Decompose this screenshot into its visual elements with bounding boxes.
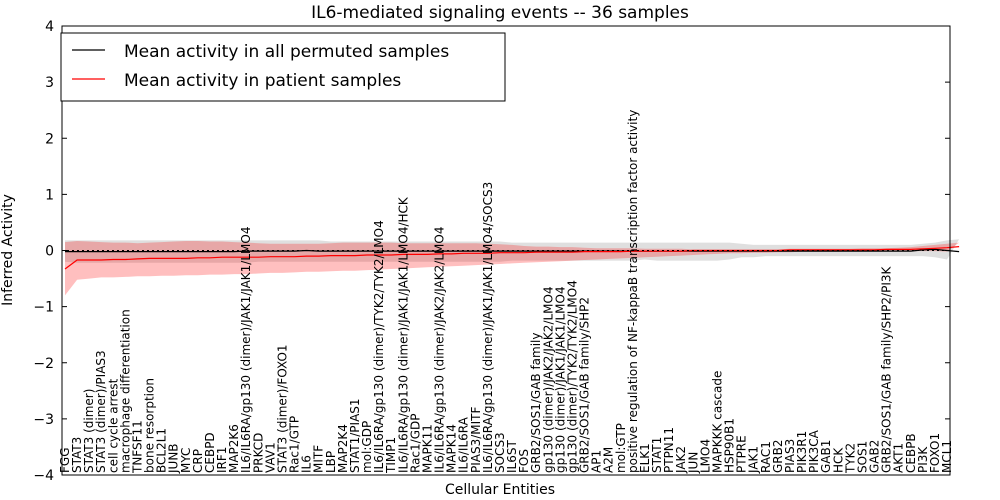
x-tick-label: Rac1/GDP <box>408 414 422 473</box>
y-tick-label: 4 <box>45 19 54 35</box>
x-tick-label: RAC1 <box>759 441 773 473</box>
x-tick-label: IL6/IL6RA/gp130 (dimer)/JAK1/JAK1/LMO4/H… <box>396 196 410 473</box>
x-tick-label: BCL2L1 <box>155 428 169 473</box>
legend-box <box>60 32 506 102</box>
x-tick-label: bone resorption <box>143 378 157 473</box>
x-tick-label: mol:GTP <box>614 423 628 473</box>
x-tick-label: JUN <box>686 452 700 474</box>
x-tick-label: IL6ST <box>505 440 519 473</box>
legend-label-patient: Mean activity in patient samples <box>124 71 401 91</box>
x-tick-label: GAB2 <box>868 440 882 473</box>
x-tick-label: HCK <box>831 447 845 473</box>
x-tick-label: IL6/IL6RA <box>457 416 471 473</box>
x-tick-label: AP1 <box>590 450 604 473</box>
series-line-permuted <box>65 248 960 253</box>
x-tick-label: gp130 (dimer)/JAK1/JAK1/LMO4 <box>553 286 567 473</box>
plot-frame <box>61 25 951 476</box>
series-line-patient <box>64 246 960 270</box>
x-tick-label: PI3K <box>916 446 930 473</box>
x-tick-label: LMO4 <box>698 439 712 473</box>
y-tick-label: 0 <box>45 244 54 260</box>
x-tick-label: GRB2/SOS1/GAB family/SHP2 <box>578 297 592 473</box>
x-tick-label: STAT3 (dimer)/PIAS3 <box>94 350 108 473</box>
chart-title: IL6-mediated signaling events -- 36 samp… <box>311 3 689 23</box>
x-tick-label: FOS <box>517 449 531 473</box>
y-tick-label: −2 <box>33 356 54 372</box>
x-tick-label: JUNB <box>167 443 181 474</box>
x-tick-label: PTPN11 <box>662 427 676 473</box>
x-tick-label: STAT3 (dimer) <box>82 389 96 473</box>
x-tick-label: PIAS3/MITF <box>469 406 483 473</box>
x-tick-label: IRF1 <box>215 447 229 473</box>
x-tick-label: IL6/IL6RA/gp130 (dimer)/JAK1/JAK1/LMO4/S… <box>481 182 495 473</box>
legend: Mean activity in all permuted samples Me… <box>60 32 506 102</box>
x-tick-label: PRKCD <box>251 433 265 473</box>
x-tick-label: SOS1 <box>855 441 869 473</box>
x-tick-label: STAT1/PIAS1 <box>348 398 362 473</box>
x-tick-label: MAPKKK cascade <box>710 371 724 473</box>
x-tick-label: STAT3 <box>70 437 84 473</box>
y-tick-label: 2 <box>45 131 54 147</box>
y-tick-label: −3 <box>33 412 54 428</box>
lines-layer <box>64 246 960 270</box>
x-tick-label: A2M <box>602 447 616 473</box>
y-axis-label: Inferred Activity <box>0 194 16 306</box>
x-tick-label: GRB2 <box>771 439 785 473</box>
x-tick-label: VAV1 <box>263 442 277 473</box>
x-tick-label: JAK1 <box>747 446 761 474</box>
x-tick-label: MAPK11 <box>421 424 435 473</box>
x-tick-label: AKT1 <box>892 443 906 473</box>
x-tick-label: IL6/IL6RA/gp130 (dimer)/JAK2/JAK2/LMO4 <box>433 227 447 473</box>
x-tick-label: CEBPD <box>203 432 217 473</box>
x-tick-label: GAB1 <box>819 440 833 473</box>
x-tick-label: GRB2/SOS1/GAB family/SHP2/PI3K <box>880 265 894 473</box>
x-tick-label: Rac1/GTP <box>288 416 302 473</box>
y-tick-label: −1 <box>33 300 54 316</box>
x-tick-label: macrophage differentiation <box>118 309 132 473</box>
x-tick-label: MAP2K6 <box>227 424 241 473</box>
y-tick-label: 3 <box>45 75 54 91</box>
x-tick-label: JAK2 <box>674 446 688 474</box>
y-tick-label: 1 <box>45 187 54 203</box>
x-tick-label: IL6 <box>300 455 314 473</box>
band-patient <box>65 241 960 296</box>
x-tick-label: PIK3R1 <box>795 431 809 473</box>
x-tick-label: IL6/IL6RA/gp130 (dimer)/JAK1/JAK1/LMO4 <box>239 227 253 473</box>
y-tick-label: −4 <box>33 468 54 484</box>
x-tick-label: SOCS3 <box>493 432 507 473</box>
x-tick-label: STAT1 <box>650 437 664 473</box>
x-tick-label: FOXO1 <box>928 433 942 473</box>
x-tick-label: IL6/IL6RA/gp130 (dimer)/TYK2/TYK2/LMO4 <box>372 220 386 473</box>
x-tick-label: HSP90B1 <box>723 418 737 473</box>
x-tick-label: TIMP1 <box>384 437 398 474</box>
x-tick-label: positive regulation of NF-kappaB transcr… <box>626 110 640 473</box>
x-tick-label: mol:GDP <box>360 421 374 473</box>
x-tick-label: PTPRE <box>735 435 749 473</box>
x-tick-label: CRP <box>191 449 205 473</box>
x-tick-label: cell cycle arrest <box>106 378 120 473</box>
x-tick-label: gp130 (dimer)/JAK2/JAK2/LMO4 <box>541 286 555 473</box>
x-tick-label: ELK1 <box>638 443 652 473</box>
x-tick-label: gp130 (dimer)/TYK2/TYK2/LMO4 <box>566 280 580 473</box>
x-tick-label: MITF <box>312 445 326 473</box>
x-tick-label: PIAS3 <box>783 439 797 473</box>
x-tick-label: MYC <box>179 448 193 473</box>
legend-label-permuted: Mean activity in all permuted samples <box>124 42 449 62</box>
y-axis-ticks: −4 −3 −2 −1 0 1 2 3 4 <box>33 19 950 484</box>
x-tick-label: MAP2K4 <box>336 424 350 473</box>
x-tick-label: TNFSF11 <box>131 420 145 474</box>
x-tick-label: CEBPB <box>904 433 918 473</box>
x-axis-label: Cellular Entities <box>445 482 555 498</box>
x-tick-label: PIK3CA <box>807 429 821 473</box>
x-tick-label: MAPK14 <box>445 424 459 473</box>
x-tick-label: STAT3 (dimer)/FOXO1 <box>276 344 290 473</box>
x-tick-label: LBP <box>324 451 338 473</box>
x-tick-label: MCL1 <box>940 440 954 473</box>
x-tick-label: TYK2 <box>843 443 857 474</box>
x-tick-label: GRB2/SOS1/GAB family <box>529 333 543 474</box>
